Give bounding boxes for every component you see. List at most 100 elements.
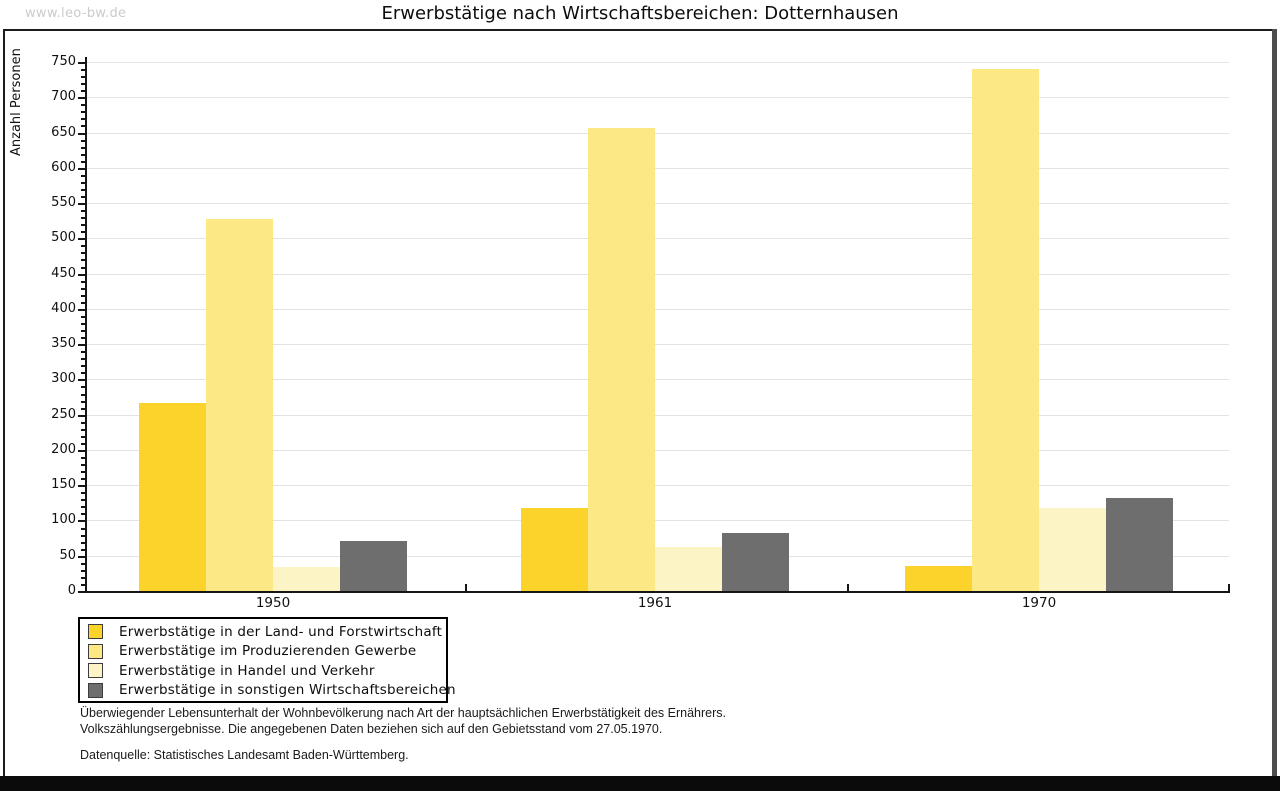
y-minor-tick-160	[81, 478, 85, 481]
y-tick-label-750: 750	[51, 54, 76, 69]
bar-1970-series-2	[972, 69, 1039, 591]
y-minor-tick-520	[81, 224, 85, 227]
y-tick-label-350: 350	[51, 336, 76, 352]
y-minor-tick-620	[81, 153, 85, 156]
gridline-700	[87, 97, 1229, 99]
chart-title: Erwerbstätige nach Wirtschaftsbereichen:…	[381, 3, 899, 24]
y-major-tick-550	[78, 203, 85, 206]
y-major-tick-350	[78, 344, 85, 347]
footnotes: Überwiegender Lebensunterhalt der Wohnbe…	[80, 706, 726, 764]
y-tick-label-600: 600	[51, 159, 76, 175]
y-minor-tick-30	[81, 569, 85, 572]
y-minor-tick-140	[81, 492, 85, 495]
gridline-300	[87, 379, 1229, 381]
gridline-450	[87, 273, 1229, 275]
y-minor-tick-320	[81, 365, 85, 368]
gridline-350	[87, 344, 1229, 346]
y-major-tick-450	[78, 273, 85, 276]
y-tick-label-0: 0	[67, 583, 76, 598]
x-tick-label-1970: 1970	[1021, 595, 1057, 611]
y-tick-label-650: 650	[51, 124, 76, 140]
y-minor-tick-430	[81, 287, 85, 290]
y-minor-tick-210	[81, 442, 85, 445]
y-minor-tick-220	[81, 435, 85, 438]
y-minor-tick-680	[81, 111, 85, 114]
y-tick-label-700: 700	[51, 89, 76, 105]
bar-1970-series-1	[905, 565, 972, 591]
y-minor-tick-380	[81, 322, 85, 325]
gridline-400	[87, 308, 1229, 310]
y-minor-tick-460	[81, 266, 85, 269]
gridline-650	[87, 132, 1229, 134]
y-tick-label-200: 200	[51, 441, 76, 457]
y-minor-tick-170	[81, 471, 85, 474]
y-major-tick-50	[78, 555, 85, 558]
y-minor-tick-610	[81, 160, 85, 163]
y-minor-tick-260	[81, 407, 85, 410]
y-minor-tick-530	[81, 217, 85, 220]
y-tick-label-50: 50	[59, 547, 76, 563]
y-minor-tick-290	[81, 386, 85, 389]
y-minor-tick-20	[81, 576, 85, 579]
y-major-tick-500	[78, 238, 85, 241]
y-major-tick-750	[78, 62, 85, 64]
y-minor-tick-630	[81, 146, 85, 149]
y-major-tick-200	[78, 449, 85, 452]
x-divider-tick-1	[465, 584, 468, 591]
y-minor-tick-510	[81, 231, 85, 234]
legend-row-2: Erwerbstätige im Produzierenden Gewerbe	[80, 642, 446, 662]
y-minor-tick-240	[81, 421, 85, 424]
y-major-tick-600	[78, 167, 85, 170]
y-minor-tick-80	[81, 534, 85, 537]
y-minor-tick-40	[81, 562, 85, 565]
y-minor-tick-110	[81, 513, 85, 516]
gridline-600	[87, 167, 1229, 169]
y-minor-tick-470	[81, 259, 85, 262]
bar-1950-series-4	[340, 540, 407, 591]
x-tick-label-1961: 1961	[637, 595, 673, 611]
y-minor-tick-740	[81, 69, 85, 72]
y-minor-tick-670	[81, 118, 85, 121]
y-minor-tick-60	[81, 548, 85, 551]
footnote-line-2: Volkszählungsergebnisse. Die angegebenen…	[80, 721, 663, 736]
y-major-tick-250	[78, 414, 85, 417]
y-major-tick-300	[78, 379, 85, 382]
x-tick-label-1950: 1950	[255, 595, 291, 611]
legend-label-4: Erwerbstätige in sonstigen Wirtschaftsbe…	[119, 682, 456, 699]
y-major-tick-400	[78, 308, 85, 311]
y-major-tick-150	[78, 485, 85, 488]
y-minor-tick-410	[81, 301, 85, 304]
y-minor-tick-730	[81, 76, 85, 79]
y-minor-tick-570	[81, 188, 85, 191]
y-tick-label-450: 450	[51, 265, 76, 281]
legend-swatch-1	[88, 624, 103, 640]
y-minor-tick-230	[81, 428, 85, 431]
y-tick-label-100: 100	[51, 512, 76, 528]
y-minor-tick-490	[81, 245, 85, 248]
bar-1961-series-1	[521, 507, 588, 591]
x-divider-tick-2	[846, 584, 849, 591]
frame-top-border	[3, 29, 1277, 31]
y-minor-tick-330	[81, 358, 85, 361]
y-major-tick-650	[78, 132, 85, 135]
frame-bottom-bar	[0, 776, 1280, 791]
y-minor-tick-190	[81, 456, 85, 459]
gridline-150	[87, 485, 1229, 487]
y-minor-tick-560	[81, 196, 85, 198]
y-minor-tick-440	[81, 280, 85, 283]
y-minor-tick-360	[81, 337, 85, 340]
y-tick-label-250: 250	[51, 406, 76, 422]
y-tick-label-500: 500	[51, 230, 76, 246]
y-tick-label-400: 400	[51, 300, 76, 316]
bar-1970-series-3	[1039, 508, 1106, 591]
legend-swatch-3	[88, 663, 103, 679]
y-minor-tick-130	[81, 499, 85, 502]
y-minor-tick-720	[81, 83, 85, 86]
bar-1950-series-3	[273, 567, 340, 591]
y-tick-label-550: 550	[51, 195, 76, 211]
datasource-line: Datenquelle: Statistisches Landesamt Bad…	[80, 748, 409, 762]
y-minor-tick-420	[81, 294, 85, 297]
footnote-line-1: Überwiegender Lebensunterhalt der Wohnbe…	[80, 706, 726, 720]
gridline-100	[87, 520, 1229, 522]
